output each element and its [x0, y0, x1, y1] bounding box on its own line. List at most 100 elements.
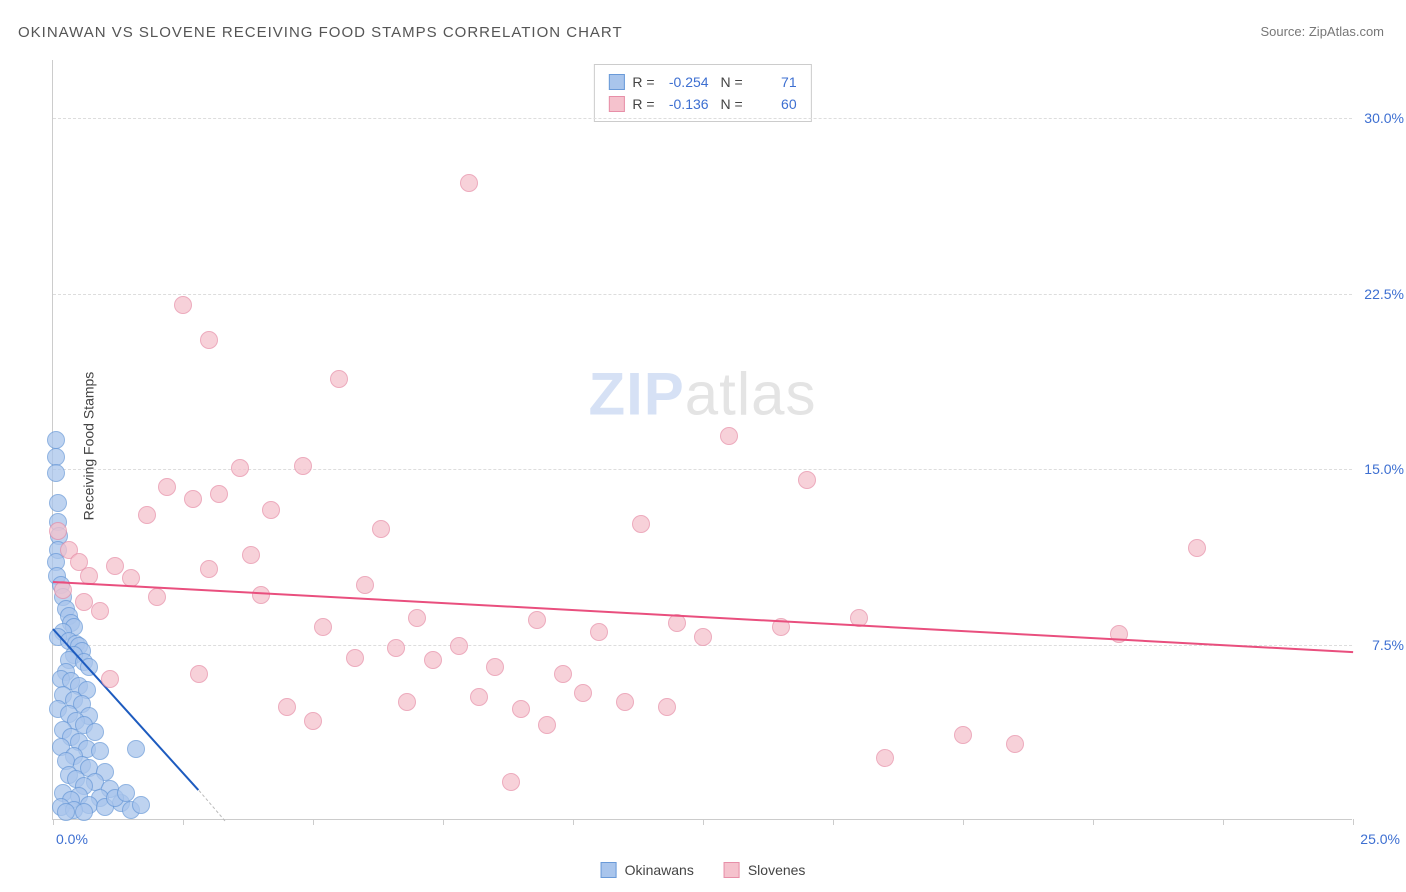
n-value-2: 60	[751, 93, 797, 115]
scatter-point	[590, 623, 608, 641]
scatter-point	[106, 557, 124, 575]
legend-swatch-1	[601, 862, 617, 878]
scatter-point	[460, 174, 478, 192]
x-tick	[1223, 819, 1224, 825]
scatter-point	[398, 693, 416, 711]
source-attribution: Source: ZipAtlas.com	[1260, 24, 1384, 39]
scatter-point	[75, 803, 93, 821]
scatter-point	[278, 698, 296, 716]
scatter-point	[632, 515, 650, 533]
scatter-point	[132, 796, 150, 814]
scatter-point	[304, 712, 322, 730]
r-label-1: R =	[632, 71, 654, 93]
scatter-point	[424, 651, 442, 669]
scatter-point	[512, 700, 530, 718]
scatter-point	[528, 611, 546, 629]
scatter-point	[372, 520, 390, 538]
scatter-point	[117, 784, 135, 802]
gridline	[53, 294, 1352, 295]
chart-container: OKINAWAN VS SLOVENE RECEIVING FOOD STAMP…	[0, 0, 1406, 892]
scatter-point	[91, 742, 109, 760]
watermark-zip: ZIP	[588, 360, 684, 427]
n-label-1: N =	[717, 71, 743, 93]
x-tick	[313, 819, 314, 825]
bottom-legend: Okinawans Slovenes	[601, 862, 806, 878]
scatter-point	[262, 501, 280, 519]
y-tick-label: 15.0%	[1364, 461, 1404, 477]
legend-swatch-2	[724, 862, 740, 878]
scatter-point	[210, 485, 228, 503]
scatter-point	[242, 546, 260, 564]
scatter-point	[538, 716, 556, 734]
x-tick	[833, 819, 834, 825]
scatter-point	[47, 431, 65, 449]
scatter-point	[200, 331, 218, 349]
scatter-point	[148, 588, 166, 606]
y-tick-label: 30.0%	[1364, 110, 1404, 126]
scatter-point	[346, 649, 364, 667]
scatter-point	[694, 628, 712, 646]
stats-legend-box: R = -0.254 N = 71 R = -0.136 N = 60	[593, 64, 811, 122]
series-2-swatch	[608, 96, 624, 112]
scatter-point	[408, 609, 426, 627]
scatter-point	[954, 726, 972, 744]
x-tick	[1353, 819, 1354, 825]
legend-label-2: Slovenes	[748, 862, 806, 878]
stats-row-1: R = -0.254 N = 71	[608, 71, 796, 93]
scatter-point	[158, 478, 176, 496]
x-tick	[53, 819, 54, 825]
n-label-2: N =	[717, 93, 743, 115]
x-tick	[1093, 819, 1094, 825]
stats-row-2: R = -0.136 N = 60	[608, 93, 796, 115]
scatter-point	[356, 576, 374, 594]
r-value-1: -0.254	[663, 71, 709, 93]
watermark: ZIPatlas	[588, 359, 816, 428]
scatter-point	[554, 665, 572, 683]
scatter-point	[387, 639, 405, 657]
watermark-atlas: atlas	[685, 360, 817, 427]
legend-label-1: Okinawans	[625, 862, 694, 878]
y-tick-label: 7.5%	[1372, 637, 1404, 653]
chart-title: OKINAWAN VS SLOVENE RECEIVING FOOD STAMP…	[18, 24, 623, 41]
legend-item-1: Okinawans	[601, 862, 694, 878]
r-label-2: R =	[632, 93, 654, 115]
scatter-point	[1006, 735, 1024, 753]
plot-area: ZIPatlas R = -0.254 N = 71 R = -0.136 N …	[52, 60, 1352, 820]
y-tick-label: 22.5%	[1364, 286, 1404, 302]
scatter-point	[91, 602, 109, 620]
x-tick	[963, 819, 964, 825]
scatter-point	[231, 459, 249, 477]
scatter-point	[486, 658, 504, 676]
scatter-point	[174, 296, 192, 314]
scatter-point	[138, 506, 156, 524]
scatter-point	[86, 723, 104, 741]
scatter-point	[616, 693, 634, 711]
legend-item-2: Slovenes	[724, 862, 806, 878]
gridline	[53, 118, 1352, 119]
scatter-point	[57, 803, 75, 821]
x-tick	[183, 819, 184, 825]
scatter-point	[49, 494, 67, 512]
x-tick	[573, 819, 574, 825]
scatter-point	[574, 684, 592, 702]
scatter-point	[101, 670, 119, 688]
scatter-point	[294, 457, 312, 475]
scatter-point	[798, 471, 816, 489]
scatter-point	[876, 749, 894, 767]
scatter-point	[184, 490, 202, 508]
scatter-point	[450, 637, 468, 655]
scatter-point	[47, 448, 65, 466]
scatter-point	[720, 427, 738, 445]
scatter-point	[1188, 539, 1206, 557]
x-tick-label-max: 25.0%	[1360, 831, 1400, 847]
scatter-point	[47, 464, 65, 482]
scatter-point	[49, 522, 67, 540]
x-tick	[703, 819, 704, 825]
n-value-1: 71	[751, 71, 797, 93]
scatter-point	[200, 560, 218, 578]
scatter-point	[127, 740, 145, 758]
scatter-point	[330, 370, 348, 388]
scatter-point	[190, 665, 208, 683]
x-tick-label-min: 0.0%	[56, 831, 88, 847]
scatter-point	[658, 698, 676, 716]
